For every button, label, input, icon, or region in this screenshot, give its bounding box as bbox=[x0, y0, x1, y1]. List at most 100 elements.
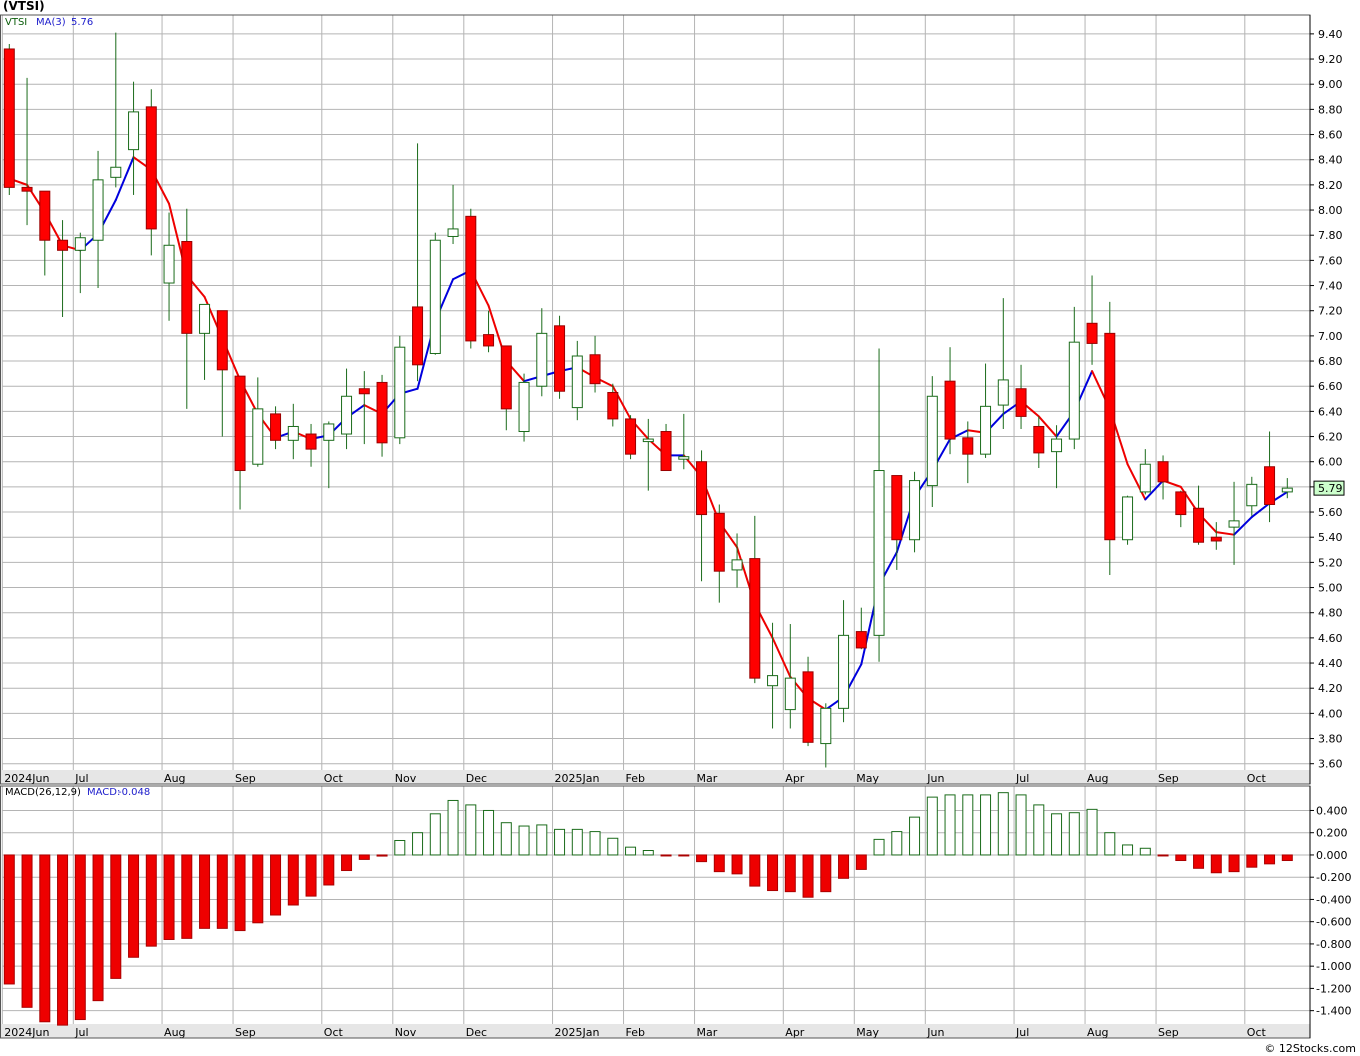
candle-body-up bbox=[873, 470, 885, 636]
candle-body-down bbox=[1157, 461, 1169, 483]
price-tick-label: 7.20 bbox=[1318, 305, 1343, 318]
macd-bar-negative bbox=[3, 854, 15, 985]
candle bbox=[74, 232, 86, 294]
candle-body-up bbox=[1246, 483, 1258, 507]
candle bbox=[128, 81, 140, 195]
x-tick-label-bottom: Apr bbox=[785, 1026, 805, 1039]
candle bbox=[997, 298, 1009, 429]
candle bbox=[1175, 490, 1187, 528]
price-tick-label: 5.00 bbox=[1318, 582, 1343, 595]
candle-body-down bbox=[21, 186, 33, 192]
candle bbox=[554, 315, 566, 399]
candle-body-down bbox=[589, 354, 601, 385]
macd-bar-negative bbox=[39, 854, 51, 1023]
x-tick-label: Nov bbox=[395, 772, 417, 785]
candle-body-down bbox=[660, 431, 672, 472]
price-tick-label: 3.60 bbox=[1318, 758, 1343, 771]
price-tick-label: 8.00 bbox=[1318, 204, 1343, 217]
candle bbox=[536, 308, 548, 397]
price-tick-label: 7.00 bbox=[1318, 330, 1343, 343]
macd-bar-positive bbox=[997, 792, 1009, 856]
last-price-label: 5.79 bbox=[1318, 482, 1343, 495]
macd-bar-positive bbox=[962, 794, 974, 856]
candle-body-up bbox=[926, 395, 938, 487]
candle-body-down bbox=[145, 106, 157, 230]
macd-bar-negative bbox=[234, 854, 246, 932]
price-tick-label: 4.20 bbox=[1318, 682, 1343, 695]
price-tick-label: 5.60 bbox=[1318, 506, 1343, 519]
x-tick-label: Jun bbox=[926, 772, 944, 785]
candle bbox=[1157, 455, 1169, 500]
candle-layer bbox=[3, 32, 1293, 768]
macd-bar-negative bbox=[660, 854, 672, 857]
macd-bar-positive bbox=[944, 794, 956, 856]
price-tick-label: 8.20 bbox=[1318, 179, 1343, 192]
candle bbox=[145, 89, 157, 256]
candle-body-up bbox=[287, 425, 299, 441]
candle bbox=[713, 504, 725, 603]
candle bbox=[1228, 481, 1240, 565]
month-axis-band bbox=[0, 770, 1310, 784]
candle-body-up bbox=[784, 677, 796, 711]
ma3-segment bbox=[114, 156, 135, 201]
candle bbox=[1139, 449, 1151, 495]
candle-body-down bbox=[57, 239, 69, 251]
candle-body-up bbox=[838, 634, 850, 709]
x-tick-label: Aug bbox=[1087, 772, 1108, 785]
candle-body-down bbox=[696, 461, 708, 516]
macd-bar-negative bbox=[199, 854, 211, 929]
candle bbox=[252, 377, 264, 467]
candle-body-down bbox=[1015, 388, 1027, 417]
macd-bar-negative bbox=[270, 854, 282, 916]
candle bbox=[980, 363, 992, 458]
macd-bar-positive bbox=[891, 831, 903, 856]
candle bbox=[1122, 495, 1134, 545]
candle-body-down bbox=[1086, 322, 1098, 344]
candle-body-down bbox=[625, 418, 637, 455]
price-tick-label: 7.80 bbox=[1318, 229, 1343, 242]
candle bbox=[873, 348, 885, 662]
macd-bar-negative bbox=[128, 854, 140, 958]
x-tick-label-bottom: Aug bbox=[1087, 1026, 1108, 1039]
price-tick-label: 8.40 bbox=[1318, 154, 1343, 167]
macd-bar-positive bbox=[1122, 844, 1134, 856]
ma3-segment bbox=[1037, 415, 1058, 438]
x-tick-label: Aug bbox=[164, 772, 185, 785]
candle-body-up bbox=[394, 346, 406, 439]
candle-body-up bbox=[909, 480, 921, 541]
legend-ma-label: MA(3) bbox=[36, 17, 66, 28]
macd-bar-positive bbox=[394, 839, 406, 856]
macd-bar-positive bbox=[1015, 794, 1027, 856]
candle-body-up bbox=[447, 228, 459, 237]
macd-bar-negative bbox=[696, 854, 708, 863]
candle bbox=[163, 212, 175, 321]
candle bbox=[1246, 476, 1258, 516]
macd-bar-negative bbox=[731, 854, 743, 875]
candle bbox=[749, 515, 761, 684]
price-tick-label: 6.60 bbox=[1318, 380, 1343, 393]
macd-legend-value: -0.048 bbox=[118, 787, 150, 798]
macd-bar-positive bbox=[1104, 832, 1116, 856]
candle bbox=[731, 533, 743, 588]
macd-bar-negative bbox=[145, 854, 157, 947]
x-tick-label-bottom: Mar bbox=[697, 1026, 718, 1039]
candle bbox=[500, 345, 512, 431]
candle bbox=[1015, 364, 1027, 429]
candle-body-down bbox=[216, 310, 228, 371]
candle-body-up bbox=[518, 381, 530, 433]
price-tick-label: 9.20 bbox=[1318, 53, 1343, 66]
candle-body-down bbox=[891, 475, 903, 541]
candle bbox=[270, 406, 282, 450]
candle-body-down bbox=[181, 241, 193, 334]
candle bbox=[483, 310, 495, 353]
candle bbox=[1104, 301, 1116, 575]
candle bbox=[57, 220, 69, 317]
x-tick-label-bottom: Jul bbox=[1015, 1026, 1029, 1039]
macd-bar-negative bbox=[376, 854, 388, 857]
macd-bar-positive bbox=[1051, 813, 1063, 856]
ma3-segment bbox=[611, 385, 632, 420]
macd-tick-label: 0.000 bbox=[1316, 849, 1348, 862]
watermark: © 12Stocks.com bbox=[1264, 1042, 1356, 1055]
candle bbox=[607, 383, 619, 427]
candle bbox=[820, 703, 832, 768]
